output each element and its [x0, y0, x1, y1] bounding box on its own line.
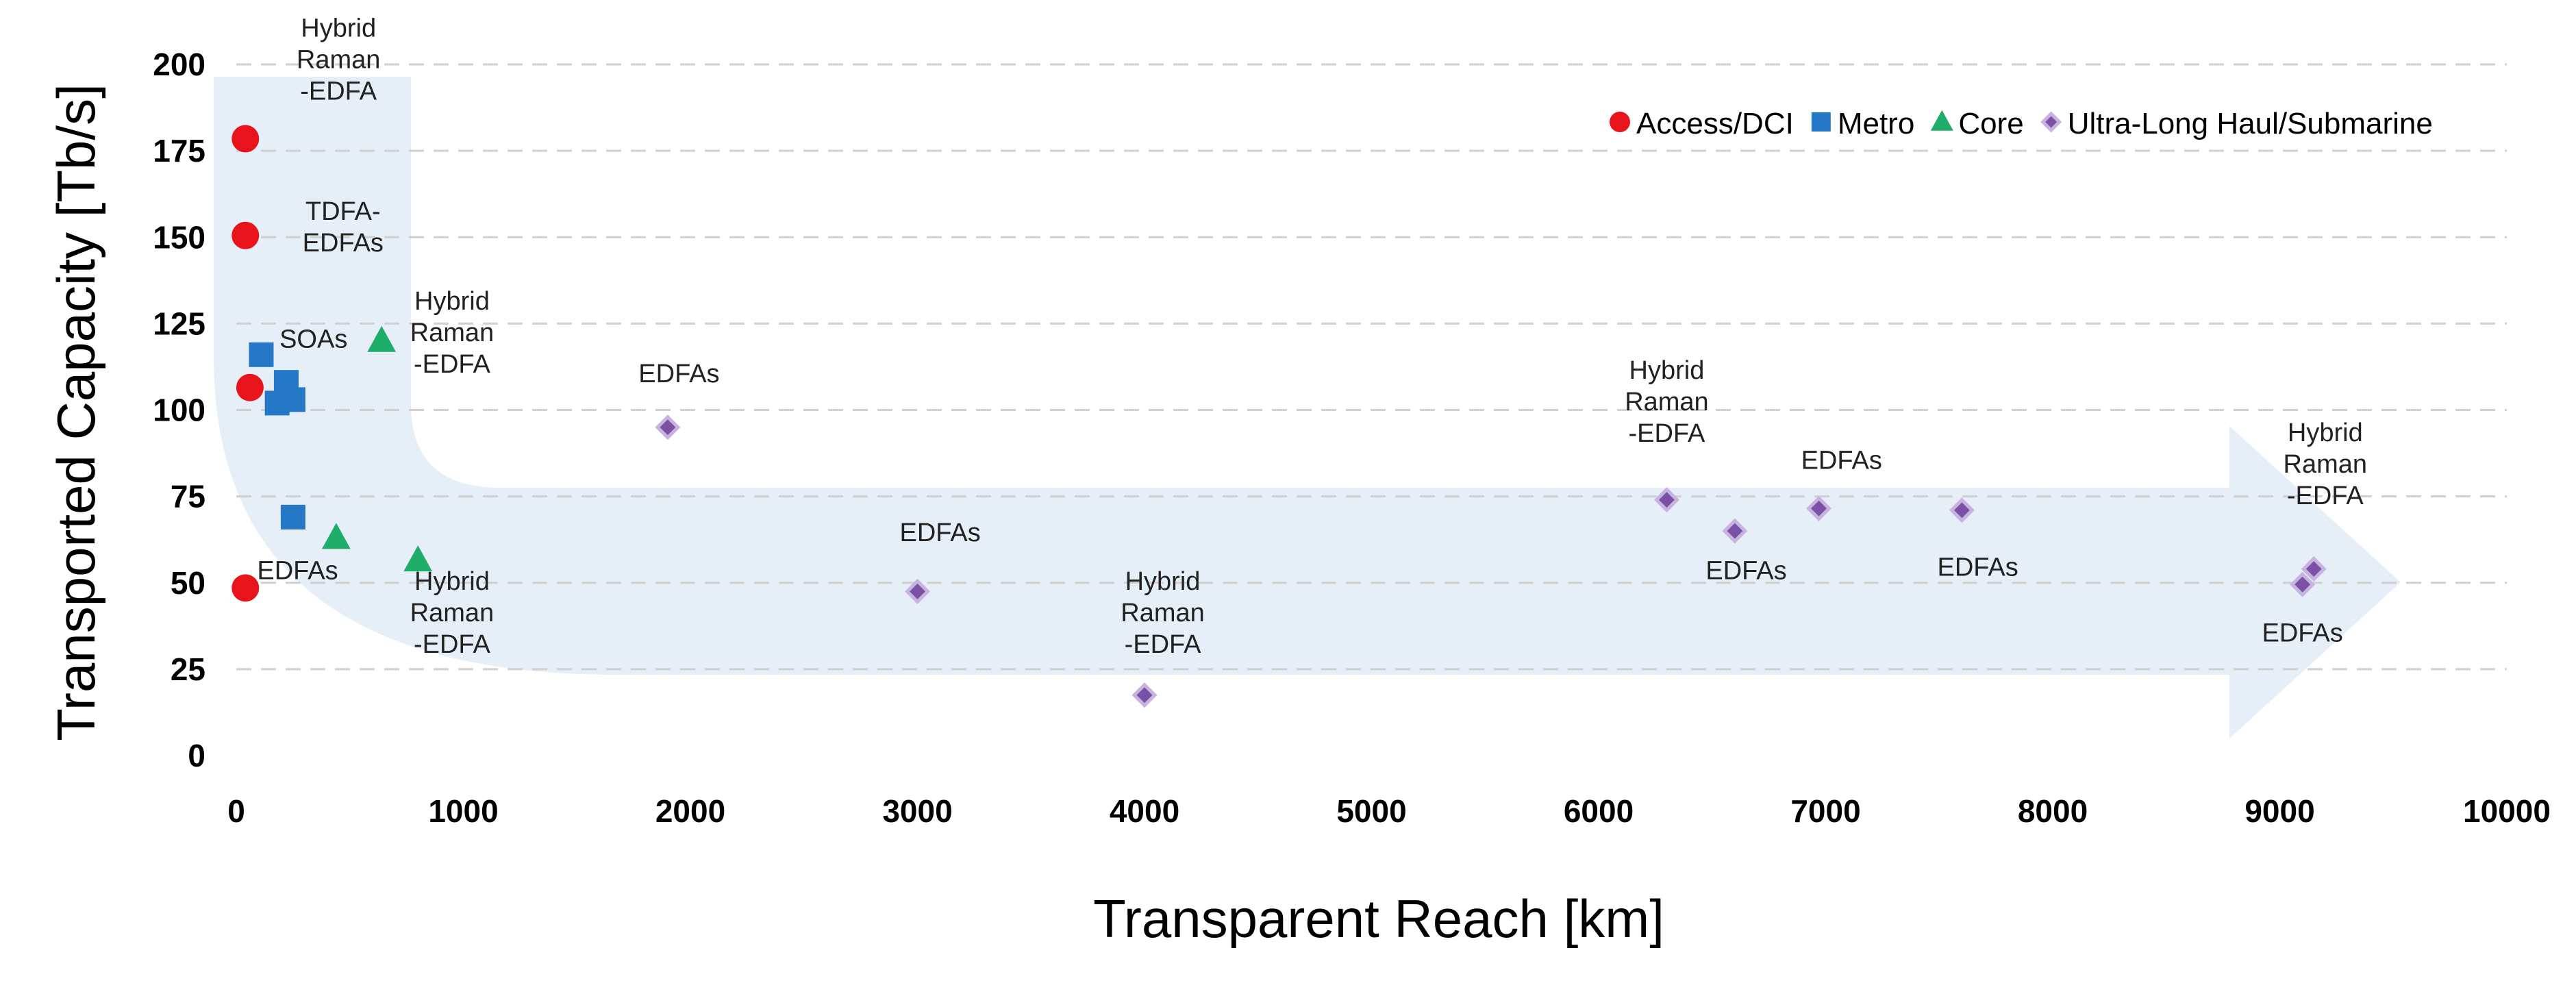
annotation: EDFAs [638, 360, 719, 388]
data-point [655, 414, 681, 440]
x-axis-title: Transparent Reach [km] [1093, 888, 1664, 949]
data-point [1949, 497, 1975, 523]
legend-label: Ultra-Long Haul/Submarine [2068, 107, 2433, 140]
x-tick-label: 9000 [2244, 793, 2314, 829]
annotation: EDFAs [1705, 557, 1786, 586]
data-point [249, 342, 274, 367]
data-point [1806, 495, 1832, 521]
legend-marker [1811, 112, 1831, 132]
x-tick-label: 8000 [2018, 793, 2088, 829]
annotation: TDFA-EDFAs [303, 197, 384, 258]
annotation: Hybrid Raman -EDFA [410, 567, 495, 659]
series-square [249, 342, 305, 530]
series-circle [232, 125, 264, 602]
x-tick-label: 7000 [1790, 793, 1860, 829]
annotation: EDFAs [900, 519, 981, 547]
legend-marker [1930, 110, 1953, 131]
x-tick-label: 3000 [882, 793, 952, 829]
x-tick-label: 6000 [1564, 793, 1634, 829]
annotation: EDFAs [1937, 553, 2018, 582]
y-tick-label: 25 [171, 651, 205, 687]
y-tick-label: 150 [153, 219, 205, 255]
data-point [1653, 487, 1679, 513]
legend-marker [1610, 112, 1630, 132]
annotation: EDFAs [1801, 446, 1882, 475]
y-tick-label: 50 [171, 565, 205, 601]
annotations: Hybrid Raman -EDFA TDFA-EDFAs SOAs Hybrid Rama… [257, 14, 2367, 659]
series-diamond [655, 414, 2327, 708]
data-point [264, 390, 290, 416]
y-tick-label: 125 [153, 306, 205, 341]
legend-marker [2040, 111, 2062, 133]
annotation: Hybrid Raman -EDFA [2284, 419, 2368, 510]
annotation: EDFAs [257, 557, 338, 586]
annotation: Hybrid Raman -EDFA [410, 287, 495, 379]
y-tick-label: 75 [171, 479, 205, 514]
annotation: SOAs [279, 325, 347, 354]
data-points [232, 125, 2327, 708]
data-point [2301, 556, 2327, 582]
data-point [904, 578, 931, 604]
data-point [232, 125, 260, 153]
x-tick-label: 2000 [655, 793, 725, 829]
x-tick-label: 4000 [1110, 793, 1179, 829]
data-point [2290, 571, 2316, 597]
data-point [367, 325, 397, 352]
series-triangle [321, 325, 433, 572]
y-tick-label: 175 [153, 133, 205, 169]
x-tick-label: 10000 [2463, 793, 2551, 829]
data-point [1131, 682, 1158, 708]
annotation: Hybrid Raman -EDFA [1625, 356, 1709, 448]
y-tick-label: 100 [153, 393, 205, 428]
data-point [280, 504, 305, 530]
annotation: Hybrid Raman -EDFA [297, 14, 381, 106]
data-point [403, 545, 433, 572]
gridlines [236, 63, 2507, 671]
trend-arrow-background [214, 77, 2401, 738]
data-point [236, 373, 264, 401]
data-point [232, 574, 260, 602]
x-tick-label: 5000 [1336, 793, 1406, 829]
trend-arrow [214, 77, 2401, 738]
annotation: Hybrid Raman -EDFA [1121, 567, 1205, 659]
x-tick-label: 0 [227, 793, 245, 829]
data-point [232, 221, 260, 249]
y-tick-labels: 0 25 50 75 100 125 150 175 200 [153, 47, 205, 773]
data-point [1722, 518, 1748, 544]
y-tick-label: 200 [153, 47, 205, 82]
x-tick-label: 1000 [428, 793, 498, 829]
legend-label: Metro [1838, 107, 1914, 140]
y-axis-title: Transported Capacity [Tb/s] [46, 84, 106, 741]
legend-label: Access/DCI [1636, 107, 1794, 140]
annotation: EDFAs [2262, 619, 2343, 648]
legend: Access/DCI Metro Core Ultra-Long Haul/Subma… [1610, 107, 2433, 140]
y-tick-label: 0 [188, 738, 205, 773]
legend-label: Core [1958, 107, 2023, 140]
x-tick-labels: 0 1000 2000 3000 4000 5000 6000 7000 8000 9000 100… [227, 793, 2551, 829]
data-point [321, 523, 351, 549]
